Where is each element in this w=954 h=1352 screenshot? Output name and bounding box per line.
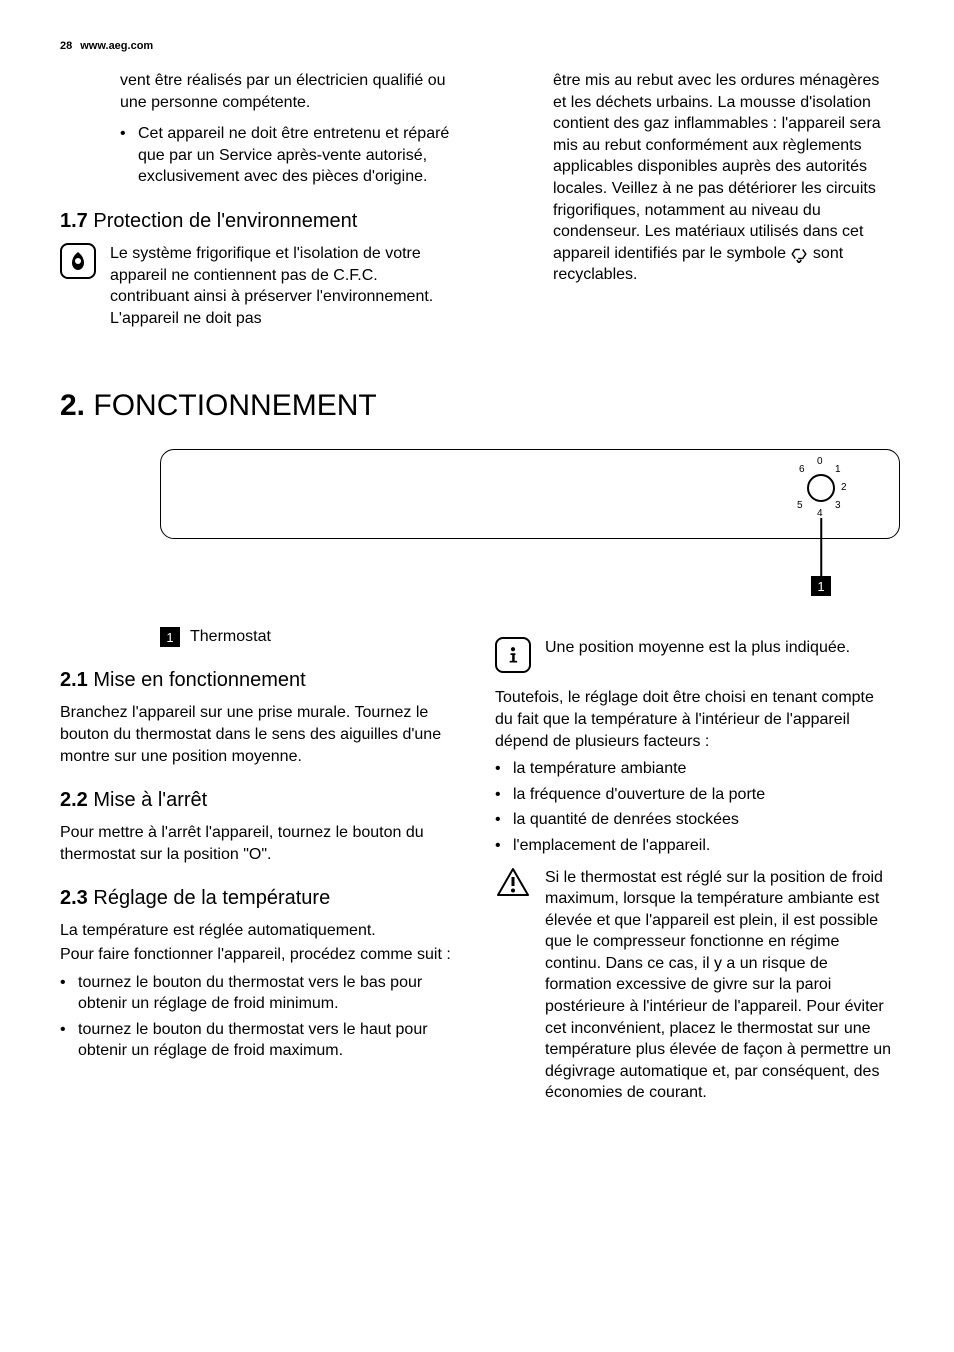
info-text: Une position moyenne est la plus indiqué… <box>545 637 894 659</box>
section-2-3-bullets: tournez le bouton du thermostat vers le … <box>60 972 459 1062</box>
right-bullets: la température ambiante la fréquence d'o… <box>495 758 894 856</box>
dial-circle <box>807 474 835 502</box>
eco-note: Le système frigorifique et l'isolation d… <box>60 243 459 329</box>
section-num: 2.1 <box>60 669 88 691</box>
warning-text: Si le thermostat est réglé sur la positi… <box>545 867 894 1105</box>
page-header: 28 www.aeg.com <box>60 40 894 52</box>
lower-right-col: Une position moyenne est la plus indiqué… <box>495 627 894 1104</box>
section-title: Réglage de la température <box>93 887 330 909</box>
bullet-item: tournez le bouton du thermostat vers le … <box>60 1019 459 1062</box>
section-2-1-p: Branchez l'appareil sur une prise murale… <box>60 702 459 767</box>
bullet-item: l'emplacement de l'appareil. <box>495 835 894 857</box>
legend-ref: 1 <box>160 627 180 647</box>
bullet-item: la quantité de denrées stockées <box>495 809 894 831</box>
bullet-item: tournez le bouton du thermostat vers le … <box>60 972 459 1015</box>
section-num: 1.7 <box>60 210 88 232</box>
right-top-text-a: être mis au rebut avec les ordures ménag… <box>553 72 881 262</box>
section-2-3-p2: Pour faire fonctionner l'appareil, procé… <box>60 944 459 966</box>
right-body-p: Toutefois, le réglage doit être choisi e… <box>495 687 894 752</box>
dial-2: 2 <box>841 482 847 493</box>
section-title: Mise en fonctionnement <box>93 669 305 691</box>
dial: 0 1 2 3 4 5 6 1 <box>791 458 851 518</box>
top-right-col: être mis au rebut avec les ordures ménag… <box>495 70 894 329</box>
top-columns: vent être réalisés par un électricien qu… <box>60 70 894 329</box>
site-url: www.aeg.com <box>80 40 153 52</box>
warning-icon <box>495 867 531 897</box>
right-top-paragraph: être mis au rebut avec les ordures ménag… <box>553 70 894 286</box>
section-2-3-p1: La température est réglée automatiquemen… <box>60 920 459 942</box>
eco-text: Le système frigorifique et l'isolation d… <box>110 243 459 329</box>
legend-label: Thermostat <box>190 628 271 646</box>
recycle-icon <box>790 245 808 263</box>
legend-row: 1 Thermostat <box>160 627 459 647</box>
bullet-item: Cet appareil ne doit être entretenu et r… <box>120 123 459 188</box>
dial-5: 5 <box>797 500 803 511</box>
warning-note: Si le thermostat est réglé sur la positi… <box>495 867 894 1105</box>
section-title: Protection de l'environnement <box>93 210 357 232</box>
section-2-1-heading: 2.1 Mise en fonctionnement <box>60 669 459 692</box>
pointer-line <box>820 518 822 576</box>
section-title: Mise à l'arrêt <box>93 789 207 811</box>
dial-6: 6 <box>799 464 805 475</box>
lower-left-col: 1 Thermostat 2.1 Mise en fonctionnement … <box>60 627 459 1104</box>
dial-1: 1 <box>835 464 841 475</box>
section-2-2-heading: 2.2 Mise à l'arrêt <box>60 789 459 812</box>
cont-paragraph: vent être réalisés par un électricien qu… <box>120 70 459 113</box>
page-number: 28 <box>60 40 72 52</box>
bullet-item: la température ambiante <box>495 758 894 780</box>
top-left-col: vent être réalisés par un électricien qu… <box>60 70 459 329</box>
lower-columns: 1 Thermostat 2.1 Mise en fonctionnement … <box>60 627 894 1104</box>
section-2-heading: 2. FONCTIONNEMENT <box>60 389 894 423</box>
eco-icon <box>60 243 96 279</box>
info-icon <box>495 637 531 673</box>
diagram-frame: 0 1 2 3 4 5 6 1 <box>160 449 900 539</box>
section-1-7-heading: 1.7 Protection de l'environnement <box>60 210 459 233</box>
section-num: 2.3 <box>60 887 88 909</box>
bullet-list: Cet appareil ne doit être entretenu et r… <box>120 123 459 188</box>
ref-marker: 1 <box>811 576 831 596</box>
dial-3: 3 <box>835 500 841 511</box>
section-2-title: FONCTIONNEMENT <box>93 389 376 422</box>
section-2-2-p: Pour mettre à l'arrêt l'appareil, tourne… <box>60 822 459 865</box>
bullet-item: la fréquence d'ouverture de la porte <box>495 784 894 806</box>
section-2-num: 2. <box>60 389 85 422</box>
section-2-3-heading: 2.3 Réglage de la température <box>60 887 459 910</box>
dial-0: 0 <box>817 456 823 467</box>
thermostat-diagram: 0 1 2 3 4 5 6 1 <box>160 449 894 539</box>
info-note: Une position moyenne est la plus indiqué… <box>495 637 894 673</box>
section-num: 2.2 <box>60 789 88 811</box>
